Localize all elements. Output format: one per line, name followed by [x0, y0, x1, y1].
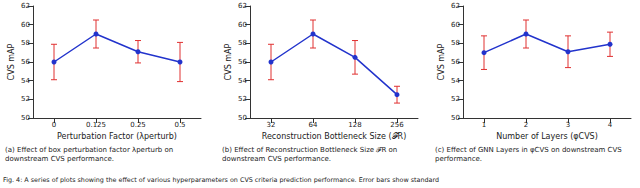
svg-text:60: 60 [21, 21, 30, 29]
svg-text:62: 62 [451, 2, 460, 10]
svg-text:Perturbation Factor (λperturb): Perturbation Factor (λperturb) [57, 132, 177, 141]
svg-text:58: 58 [451, 39, 460, 47]
svg-text:Number of Layers (φCVS): Number of Layers (φCVS) [496, 132, 598, 141]
svg-text:(c) Effect of GNN Layers in φC: (c) Effect of GNN Layers in φCVS on down… [435, 146, 624, 154]
svg-text:62: 62 [238, 2, 247, 10]
svg-text:64: 64 [309, 121, 318, 129]
svg-text:58: 58 [238, 39, 247, 47]
svg-text:downstream CVS performance.: downstream CVS performance. [222, 155, 331, 163]
svg-text:0: 0 [52, 121, 56, 129]
svg-text:128: 128 [348, 121, 361, 129]
svg-text:52: 52 [451, 95, 460, 103]
svg-text:CVS mAP: CVS mAP [7, 43, 16, 80]
svg-text:54: 54 [238, 77, 247, 85]
svg-text:60: 60 [451, 21, 460, 29]
svg-text:58: 58 [21, 39, 30, 47]
svg-text:256: 256 [390, 121, 404, 129]
svg-text:(b) Effect of Reconstruction B: (b) Effect of Reconstruction Bottleneck … [222, 146, 399, 154]
svg-text:4: 4 [608, 121, 613, 129]
svg-text:56: 56 [451, 58, 460, 66]
svg-text:CVS mAP: CVS mAP [224, 43, 233, 80]
svg-text:Reconstruction Bottleneck Size: Reconstruction Bottleneck Size (𝓕R) [262, 132, 407, 141]
svg-text:2: 2 [524, 121, 528, 129]
svg-text:downstream CVS performance.: downstream CVS performance. [5, 155, 114, 163]
svg-text:performance.: performance. [435, 155, 482, 163]
svg-text:1: 1 [482, 121, 486, 129]
svg-text:(a) Effect of box perturbation: (a) Effect of box perturbation factor λp… [5, 146, 175, 154]
svg-text:Fig. 4: A series of plots show: Fig. 4: A series of plots showing the ef… [3, 176, 439, 184]
svg-text:56: 56 [238, 58, 247, 66]
svg-text:50: 50 [238, 114, 247, 122]
svg-text:50: 50 [21, 114, 30, 122]
svg-text:0.125: 0.125 [86, 121, 106, 129]
svg-text:56: 56 [21, 58, 30, 66]
svg-text:54: 54 [451, 77, 460, 85]
svg-text:CVS mAP: CVS mAP [437, 43, 446, 80]
svg-text:0.25: 0.25 [130, 121, 146, 129]
svg-text:50: 50 [451, 114, 460, 122]
svg-text:54: 54 [21, 77, 30, 85]
svg-text:60: 60 [238, 21, 247, 29]
svg-text:52: 52 [238, 95, 247, 103]
svg-text:32: 32 [267, 121, 276, 129]
svg-text:3: 3 [566, 121, 570, 129]
svg-text:62: 62 [21, 2, 30, 10]
svg-text:52: 52 [21, 95, 30, 103]
svg-text:0.5: 0.5 [174, 121, 185, 129]
